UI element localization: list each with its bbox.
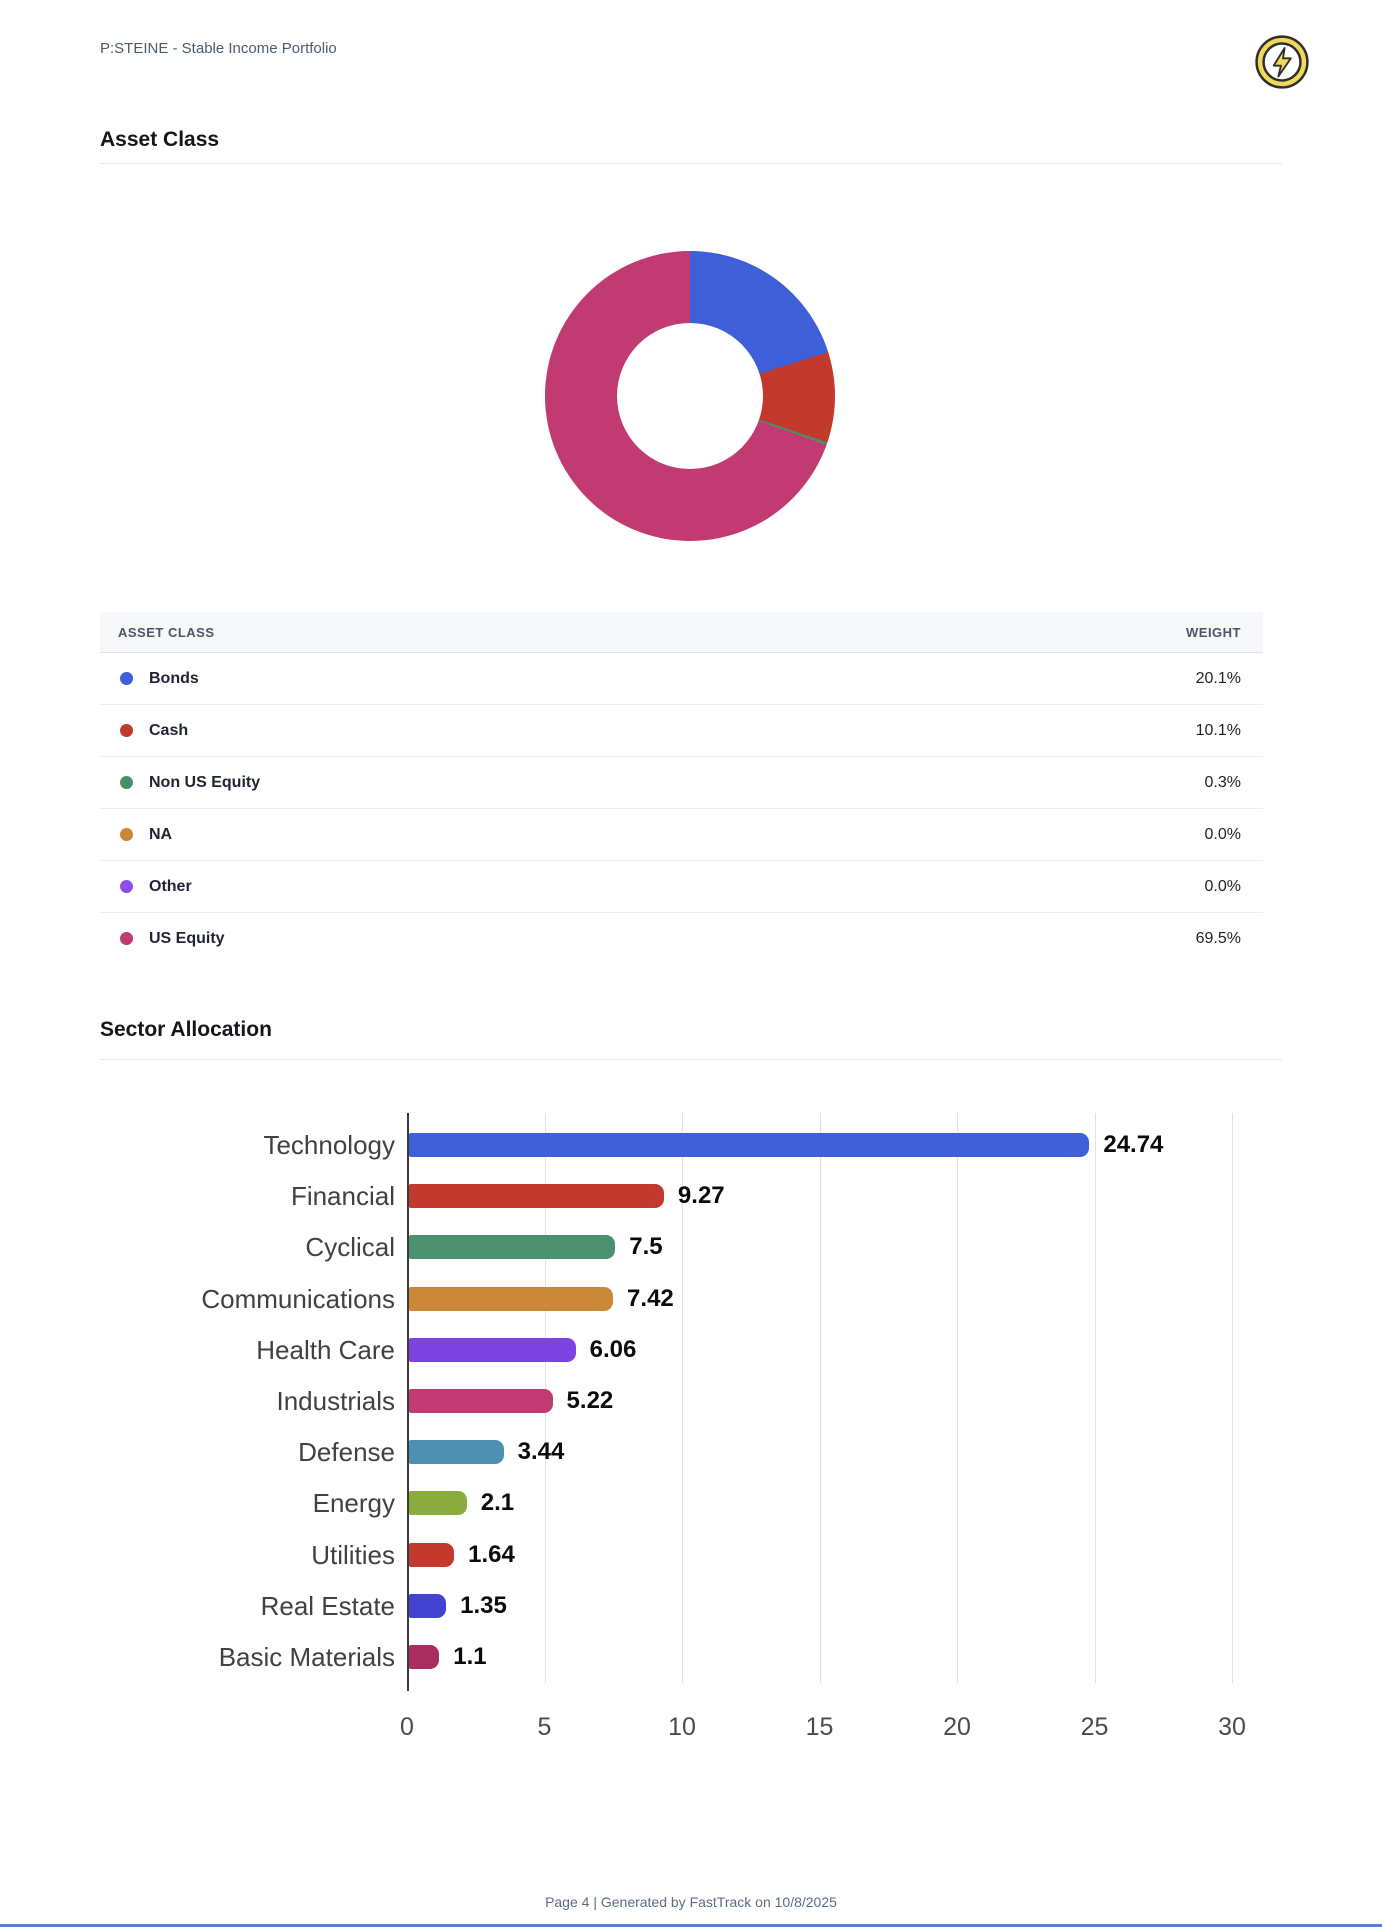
bar-category-label: Cyclical — [305, 1232, 395, 1263]
gridline — [682, 1113, 683, 1683]
bar-energy — [409, 1491, 467, 1516]
bar-technology — [409, 1133, 1090, 1157]
asset-weight-value: 20.1% — [1195, 669, 1241, 687]
bar-category-label: Communications — [201, 1283, 395, 1314]
column-header-weight: WEIGHT — [1186, 624, 1241, 640]
asset-color-dot — [120, 828, 133, 841]
asset-class-label: Non US Equity — [149, 773, 261, 791]
asset-weight-value: 69.5% — [1195, 929, 1241, 947]
bar-category-label: Utilities — [311, 1539, 395, 1570]
bar-real-estate — [409, 1593, 447, 1618]
bar-plot-area: Technology 24.74 Financial 9.27 Cyclical 7.5 C… — [100, 1113, 1282, 1691]
bar-category-label: Health Care — [256, 1334, 395, 1365]
asset-class-section-title: Asset Class — [100, 128, 220, 151]
bar-category-label: Defense — [298, 1437, 395, 1468]
portfolio-title: P:STEINE - Stable Income Portfolio — [100, 40, 337, 57]
page-bottom-accent-line — [0, 1924, 1382, 1927]
x-axis-tick-label: 0 — [400, 1713, 414, 1741]
gridline — [1094, 1113, 1096, 1683]
bar-value-label: 24.74 — [1103, 1131, 1164, 1158]
table-row: Other 0.0% — [100, 861, 1263, 913]
asset-class-label: US Equity — [149, 929, 225, 947]
asset-color-dot — [120, 672, 133, 685]
bar-utilities — [409, 1542, 455, 1567]
asset-weight-value: 0.3% — [1204, 773, 1241, 791]
bar-industrials — [409, 1389, 553, 1413]
bar-category-label: Real Estate — [260, 1590, 395, 1621]
bar-value-label: 7.42 — [627, 1284, 674, 1312]
table-row: Bonds 20.1% — [100, 653, 1263, 705]
bar-value-label: 1.64 — [468, 1540, 515, 1568]
bar-value-label: 1.1 — [453, 1643, 487, 1670]
section-divider — [100, 163, 1282, 164]
x-axis-tick-label: 15 — [805, 1713, 834, 1741]
x-axis-zero-tick — [407, 1683, 409, 1691]
asset-color-dot — [120, 776, 133, 789]
asset-class-label: NA — [149, 825, 173, 843]
bar-value-label: 3.44 — [517, 1438, 565, 1466]
table-header-row: ASSET CLASS WEIGHT — [100, 612, 1263, 653]
asset-class-table: ASSET CLASS WEIGHT Bonds 20.1% Cash 10.1% No… — [100, 612, 1263, 964]
table-row: US Equity 69.5% — [100, 913, 1263, 964]
y-axis-line — [407, 1113, 409, 1683]
asset-color-dot — [120, 724, 133, 737]
asset-color-dot — [120, 932, 133, 945]
bar-category-label: Technology — [263, 1130, 395, 1160]
asset-class-label: Other — [149, 877, 192, 895]
bar-health-care — [409, 1337, 576, 1362]
asset-color-dot — [120, 880, 133, 893]
lightning-logo-icon — [1254, 34, 1310, 90]
bar-value-label: 1.35 — [460, 1591, 507, 1619]
asset-class-donut-chart — [545, 251, 835, 541]
bar-communications — [409, 1286, 614, 1311]
bar-cyclical — [409, 1235, 616, 1260]
asset-weight-value: 0.0% — [1204, 877, 1241, 895]
section-divider — [100, 1059, 1282, 1060]
x-axis-tick-label: 25 — [1080, 1713, 1109, 1741]
column-header-asset-class: ASSET CLASS — [118, 624, 215, 640]
bar-value-label: 7.5 — [629, 1233, 663, 1261]
bar-category-label: Energy — [312, 1488, 395, 1519]
asset-weight-value: 10.1% — [1195, 721, 1241, 739]
donut-hole — [617, 323, 763, 469]
gridline — [819, 1113, 821, 1683]
x-axis-tick-label: 20 — [943, 1713, 971, 1741]
x-axis-tick-label: 5 — [537, 1713, 552, 1741]
asset-class-label: Cash — [149, 721, 189, 739]
asset-class-label: Bonds — [149, 669, 199, 687]
asset-weight-value: 0.0% — [1204, 825, 1241, 843]
bar-category-label: Financial — [290, 1181, 395, 1212]
table-row: Cash 10.1% — [100, 705, 1263, 757]
table-row: Non US Equity 0.3% — [100, 757, 1263, 809]
page-footer: Page 4 | Generated by FastTrack on 10/8/… — [545, 1894, 837, 1910]
bar-financial — [409, 1184, 664, 1209]
bar-basic-materials — [409, 1645, 440, 1669]
sector-allocation-bar-chart: Technology 24.74 Financial 9.27 Cyclical 7.5 C… — [100, 1113, 1282, 1773]
gridline — [1232, 1113, 1233, 1683]
bar-category-label: Industrials — [276, 1386, 396, 1416]
bar-value-label: 6.06 — [589, 1335, 637, 1363]
gridline — [957, 1113, 958, 1683]
bar-value-label: 5.22 — [566, 1387, 614, 1414]
bar-value-label: 9.27 — [677, 1182, 725, 1210]
x-axis-tick-label: 10 — [668, 1713, 696, 1741]
table-body: Bonds 20.1% Cash 10.1% Non US Equity 0.3% NA 0.… — [100, 653, 1263, 964]
sector-allocation-section-title: Sector Allocation — [100, 1018, 272, 1041]
table-row: NA 0.0% — [100, 809, 1263, 861]
bar-value-label: 2.1 — [480, 1489, 515, 1517]
x-axis-tick-label: 30 — [1218, 1713, 1246, 1741]
bar-defense — [409, 1440, 504, 1465]
bar-category-label: Basic Materials — [218, 1642, 395, 1672]
